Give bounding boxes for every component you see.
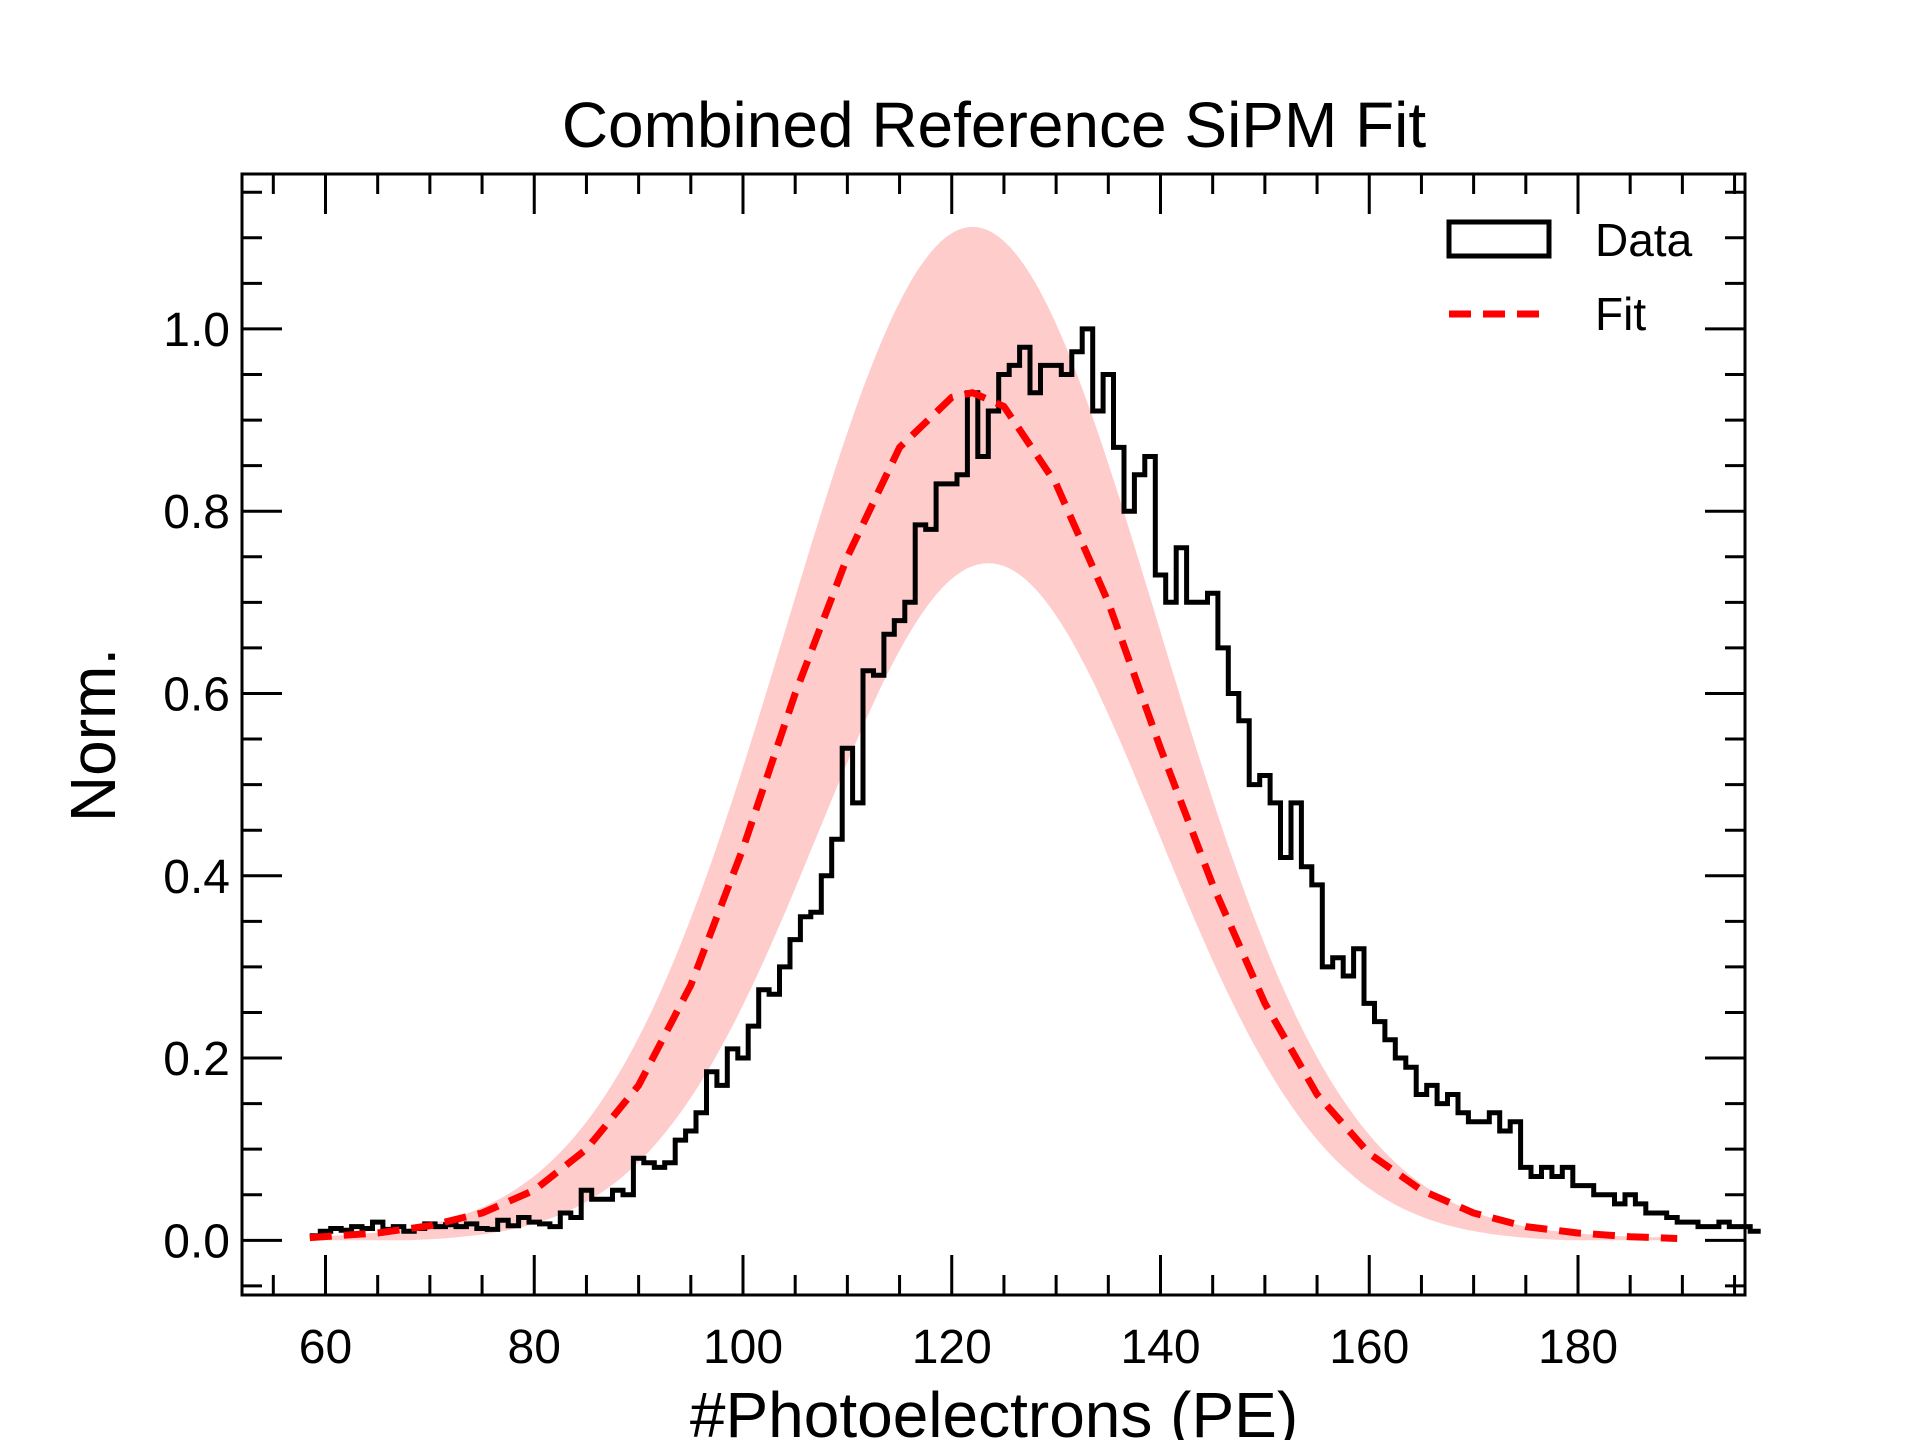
x-tick-label: 180	[1538, 1321, 1618, 1374]
x-tick-label: 140	[1120, 1321, 1200, 1374]
x-tick-label: 100	[703, 1321, 783, 1374]
x-tick-label: 80	[508, 1321, 561, 1374]
y-tick-label: 1.0	[163, 304, 230, 357]
labels-layer: Combined Reference SiPM Fit #Photoelectr…	[57, 89, 1427, 1445]
data-layer	[309, 326, 1761, 1239]
x-tick-label: 120	[912, 1321, 992, 1374]
y-tick-label: 0.0	[163, 1215, 230, 1268]
y-axis-label: Norm.	[57, 648, 129, 822]
x-tick-label: 60	[299, 1321, 352, 1374]
plot-frame	[240, 172, 1747, 1297]
legend-data-swatch	[1446, 219, 1552, 259]
y-tick-label: 0.6	[163, 668, 230, 721]
y-tick-label: 0.2	[163, 1033, 230, 1086]
data-histogram	[309, 326, 1761, 1239]
uncertainty-band	[309, 226, 1678, 1241]
x-tick-label: 160	[1329, 1321, 1409, 1374]
uncertainty-band-layer	[309, 226, 1678, 1241]
legend: Data Fit	[1446, 214, 1693, 340]
legend-data-label: Data	[1595, 214, 1693, 266]
y-tick-label: 0.4	[163, 851, 230, 904]
x-axis-label: #Photoelectrons (PE)	[690, 1379, 1298, 1440]
chart-title: Combined Reference SiPM Fit	[562, 89, 1427, 161]
fit-curve	[309, 389, 1678, 1242]
y-tick-label: 0.8	[163, 486, 230, 539]
fit-layer	[309, 389, 1678, 1242]
legend-fit-label: Fit	[1595, 288, 1646, 340]
axes-layer: 60 80 100 120 140 160 180 0.0 0.2 0.4 0.6 0.8 1.0	[163, 172, 1747, 1374]
